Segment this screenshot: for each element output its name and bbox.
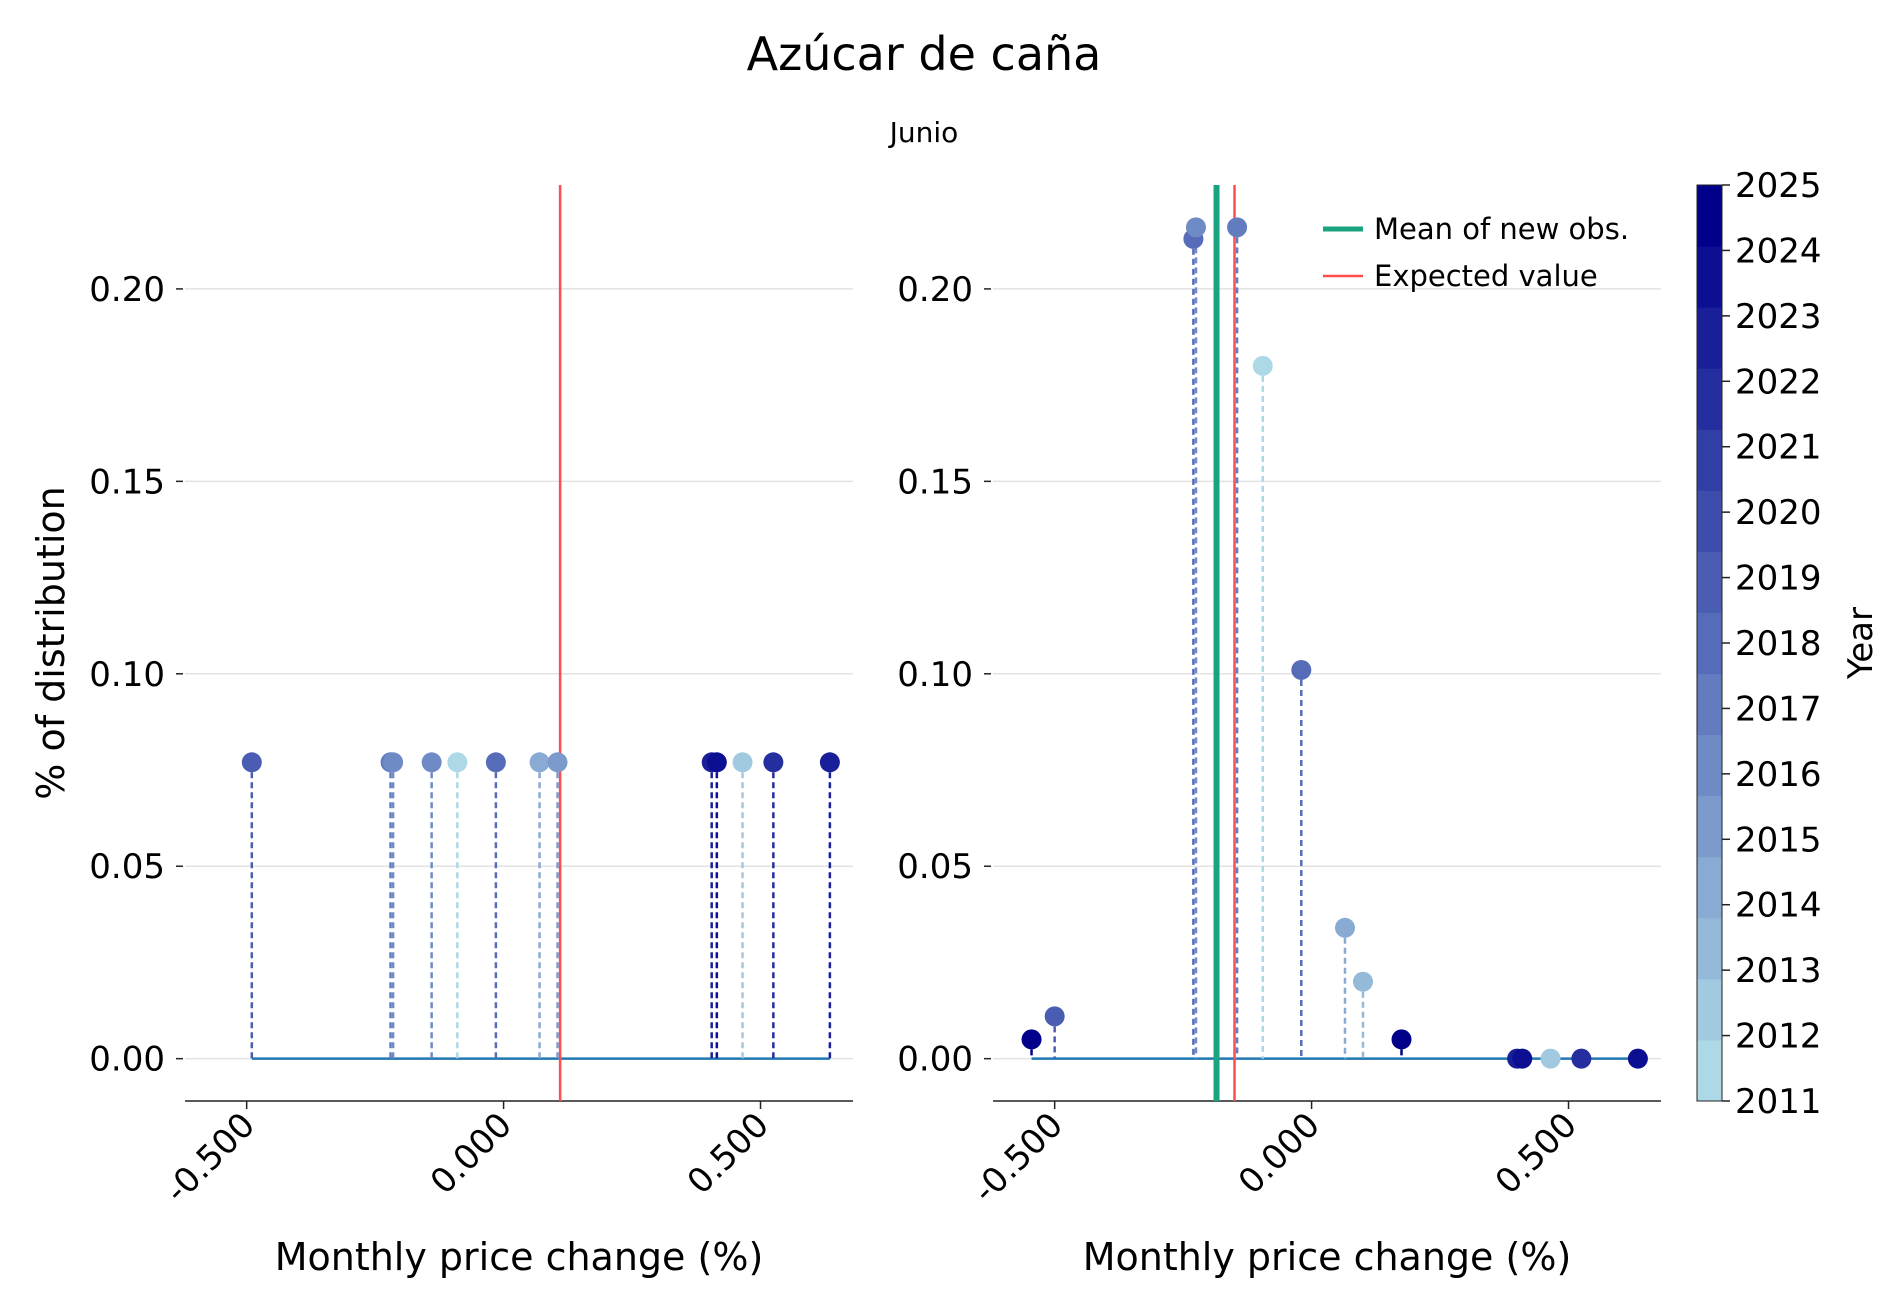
x-tick-label: 0.500 [1488,1105,1585,1202]
colorbar-segment [1697,185,1722,247]
data-point [547,752,568,773]
y-axis-label: % of distribution [29,486,73,799]
data-point [1512,1048,1533,1069]
data-point [1291,659,1312,680]
colorbar-tick-label: 2025 [1735,166,1822,206]
data-point [241,752,262,773]
right-panel: 0.00 0.05 0.10 0.15 0.20 -0.500 0.000 0.500 Mont… [897,185,1661,1279]
y-tick-label: 0.05 [89,847,165,887]
x-axis-label: Monthly price change (%) [1083,1235,1572,1279]
data-point [1352,971,1373,992]
colorbar-segment [1697,734,1722,797]
x-axis-label: Monthly price change (%) [275,1235,764,1279]
data-point [383,752,404,773]
colorbar-segment [1697,246,1722,308]
y-tick-label: 0.20 [89,270,165,310]
colorbar-segment [1697,1039,1722,1102]
data-point [763,752,784,773]
data-point [1627,1048,1648,1069]
chart-title: Azúcar de caña [747,27,1102,81]
data-point [485,752,506,773]
colorbar-tick-label: 2012 [1735,1017,1822,1057]
colorbar-segment [1697,490,1722,552]
legend-label-mean: Mean of new obs. [1374,212,1629,246]
colorbar-label: Year [1841,607,1881,680]
colorbar-tick-label: 2024 [1735,231,1822,271]
legend: Mean of new obs. Expected value [1323,212,1629,293]
colorbar-tick-label: 2016 [1735,755,1822,795]
y-tick-label: 0.10 [89,655,165,695]
data-point [706,752,727,773]
y-tick-label: 0.15 [897,462,973,502]
x-tick-label: 0.500 [680,1105,777,1202]
left-panel: 0.00 0.05 0.10 0.15 0.20 -0.500 0.000 0.500 Mont… [29,185,853,1279]
y-tick-label: 0.10 [897,655,973,695]
colorbar-segment [1697,917,1722,980]
colorbar-tick-label: 2017 [1735,689,1822,729]
y-tick-label: 0.00 [897,1040,973,1080]
x-tick-label: -0.500 [157,1105,263,1211]
data-point [1227,217,1248,238]
y-tick-label: 0.20 [897,270,973,310]
colorbar-tick-label: 2015 [1735,820,1822,860]
colorbar-segment [1697,856,1722,919]
data-point [529,752,550,773]
colorbar-segment [1697,368,1722,430]
x-tick-label: -0.500 [965,1105,1071,1211]
data-point [732,752,753,773]
colorbar-tick-label: 2021 [1735,428,1822,468]
colorbar-segment [1697,978,1722,1041]
colorbar-tick-label: 2013 [1735,951,1822,991]
colorbar-tick-label: 2014 [1735,886,1822,926]
colorbar-segment [1697,612,1722,675]
colorbar-segment [1697,307,1722,369]
data-point [447,752,468,773]
data-point [1334,917,1355,938]
colorbar-tick-label: 2018 [1735,624,1822,664]
data-point [421,752,442,773]
colorbar-segment [1697,795,1722,858]
data-point [1252,355,1273,376]
y-tick-label: 0.15 [89,462,165,502]
colorbar-tick-label: 2011 [1735,1082,1822,1122]
colorbar-tick-label: 2020 [1735,493,1822,533]
data-point [1391,1029,1412,1050]
legend-label-expected: Expected value [1374,259,1598,293]
data-point [1185,217,1206,238]
y-tick-label: 0.05 [897,847,973,887]
data-point [1021,1029,1042,1050]
colorbar-segment [1697,673,1722,736]
x-tick-label: 0.000 [1231,1105,1328,1202]
data-point [1571,1048,1592,1069]
colorbar-tick-label: 2022 [1735,362,1822,402]
colorbar-tick-label: 2023 [1735,297,1822,337]
x-tick-label: 0.000 [423,1105,520,1202]
data-point [1540,1048,1561,1069]
colorbar-tick-label: 2019 [1735,559,1822,599]
colorbar-segment [1697,429,1722,491]
data-point [819,752,840,773]
y-tick-label: 0.00 [89,1040,165,1080]
colorbar: 2011 2012 2013 2014 2015 2016 2017 2018 2019 2020… [1696,166,1881,1122]
colorbar-segment [1697,551,1722,613]
chart-subtitle: Junio [888,116,959,149]
data-point [1044,1006,1065,1027]
